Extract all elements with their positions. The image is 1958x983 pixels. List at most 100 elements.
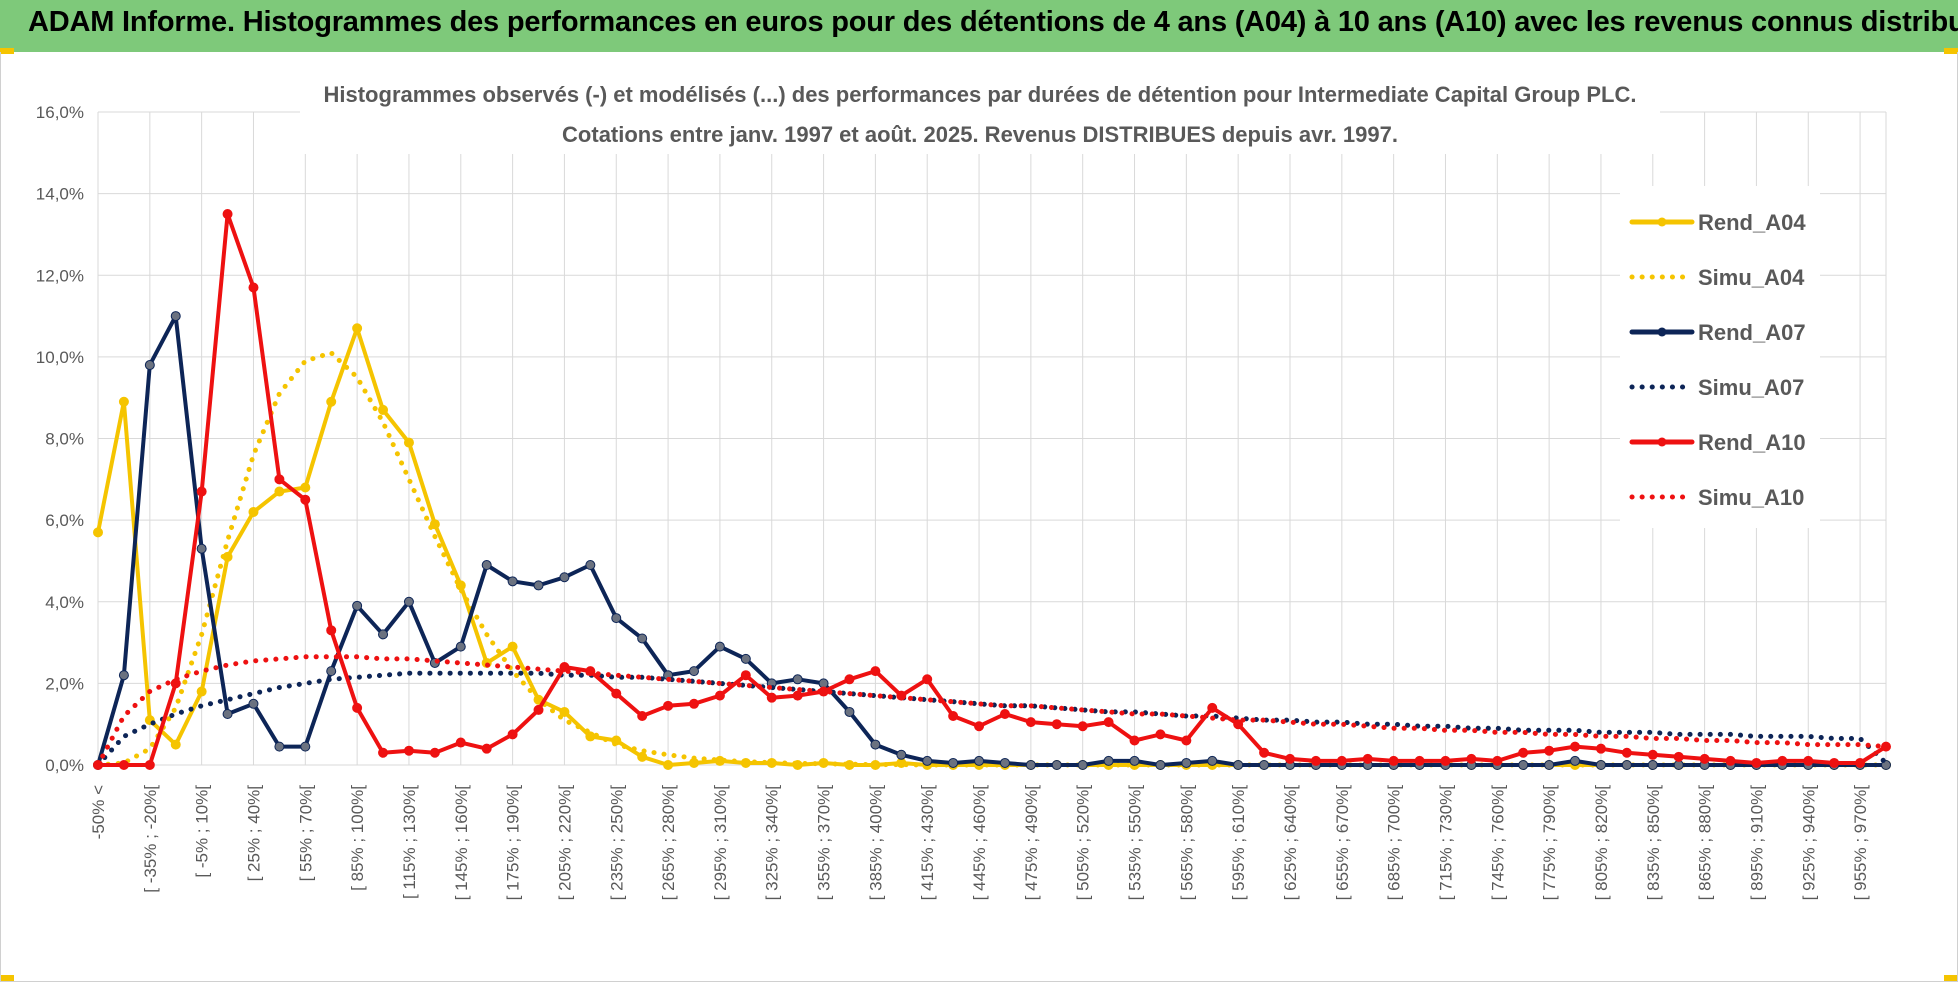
data-point-rend-a07 [274, 741, 285, 752]
data-point-rend-a07 [792, 674, 803, 685]
x-tick-label: [ 895% ; 910%[ [1747, 785, 1766, 901]
data-point-rend-a07 [481, 560, 492, 571]
data-point-rend-a10 [1207, 702, 1218, 713]
data-point-rend-a07 [844, 706, 855, 717]
x-tick-label: [ 775% ; 790%[ [1540, 785, 1559, 901]
data-point-rend-a07 [1233, 760, 1244, 770]
report-banner: ADAM Informe. Histogrammes des performan… [0, 0, 1958, 52]
data-point-rend-a10 [196, 486, 207, 497]
data-point-rend-a07 [1155, 760, 1166, 770]
legend-marker [1657, 437, 1667, 447]
data-point-rend-a07 [896, 749, 907, 760]
data-point-rend-a10 [714, 690, 725, 701]
data-point-rend-a10 [481, 743, 492, 754]
x-tick-label: [ 565% ; 580%[ [1177, 785, 1196, 901]
x-tick-label: [ 355% ; 370%[ [815, 785, 834, 901]
data-point-rend-a10 [1621, 747, 1632, 758]
data-point-rend-a07 [1544, 760, 1555, 770]
legend-label: Rend_A04 [1698, 210, 1806, 235]
data-point-rend-a10 [792, 690, 803, 701]
data-point-rend-a10 [326, 625, 337, 636]
data-point-rend-a10 [1440, 755, 1451, 766]
grid-layer [97, 111, 1887, 766]
data-point-rend-a10 [533, 704, 544, 715]
data-point-rend-a07 [1570, 755, 1581, 766]
data-point-rend-a10 [611, 688, 622, 699]
data-point-rend-a04 [663, 760, 674, 770]
data-point-rend-a10 [870, 666, 881, 677]
data-point-rend-a07 [585, 560, 596, 571]
x-tick-label: -50% < [89, 785, 108, 839]
legend-label: Simu_A10 [1698, 485, 1804, 510]
x-tick-label: [ -5% ; 10%[ [193, 785, 212, 878]
y-tick-label: 16,0% [36, 103, 84, 122]
x-tick-label: [ 715% ; 730%[ [1436, 785, 1455, 901]
data-point-rend-a07 [611, 613, 622, 624]
x-tick-label: [ 295% ; 310%[ [711, 785, 730, 901]
data-point-rend-a10 [1129, 735, 1140, 746]
data-point-rend-a10 [1855, 757, 1866, 768]
series-layer [93, 209, 1891, 770]
x-tick-label: [ 25% ; 40%[ [244, 785, 263, 882]
report-title: ADAM Informe. Histogrammes des performan… [28, 6, 1958, 38]
data-point-rend-a10 [974, 721, 985, 732]
data-point-rend-a07 [1181, 757, 1192, 768]
data-point-rend-a10 [637, 711, 648, 722]
data-point-rend-a10 [378, 747, 389, 758]
data-point-rend-a10 [1362, 753, 1373, 764]
data-point-rend-a07 [689, 666, 699, 677]
data-point-rend-a10 [766, 692, 777, 703]
data-point-rend-a07 [948, 757, 959, 768]
y-tick-label: 8,0% [45, 430, 84, 449]
data-point-rend-a07 [403, 596, 414, 607]
data-point-rend-a10 [689, 698, 699, 709]
legend-marker [1657, 217, 1667, 227]
data-point-rend-a07 [818, 678, 829, 689]
data-point-rend-a07 [740, 653, 751, 664]
data-point-rend-a10 [1051, 719, 1062, 730]
x-tick-label: [ 235% ; 250%[ [607, 785, 626, 901]
data-point-rend-a07 [1077, 760, 1088, 770]
legend: Rend_A04 Simu_A04 Rend_A07 Simu_A07 Rend_A10… [1620, 186, 1820, 528]
data-point-rend-a10 [118, 760, 129, 770]
data-point-rend-a10 [1077, 721, 1088, 732]
data-point-rend-a04 [637, 751, 648, 762]
data-point-rend-a10 [1647, 749, 1658, 760]
data-point-rend-a04 [170, 739, 181, 750]
data-point-rend-a10 [1414, 755, 1425, 766]
data-point-rend-a10 [429, 747, 440, 758]
data-point-rend-a04 [507, 641, 518, 652]
data-point-rend-a10 [1699, 753, 1710, 764]
data-point-rend-a10 [403, 745, 414, 756]
legend-label: Simu_A04 [1698, 265, 1805, 290]
data-point-rend-a07 [1647, 760, 1658, 770]
data-point-rend-a07 [1673, 760, 1684, 770]
data-point-rend-a10 [1336, 755, 1347, 766]
series-line-simu-a10 [95, 654, 1889, 768]
data-point-rend-a07 [870, 739, 881, 750]
data-point-rend-a10 [222, 209, 233, 220]
legend-background [1620, 186, 1820, 528]
data-point-rend-a10 [248, 282, 259, 293]
data-point-rend-a10 [1025, 717, 1036, 728]
data-point-rend-a07 [196, 543, 207, 554]
x-tick-label: [ 595% ; 610%[ [1229, 785, 1248, 901]
data-point-rend-a07 [1259, 760, 1270, 770]
data-point-rend-a07 [300, 741, 311, 752]
data-point-rend-a10 [352, 702, 363, 713]
y-tick-label: 10,0% [36, 348, 84, 367]
data-point-rend-a10 [507, 729, 518, 740]
x-tick-label: [ 475% ; 490%[ [1022, 785, 1041, 901]
x-tick-label: [ 685% ; 700%[ [1385, 785, 1404, 901]
data-point-rend-a04 [93, 527, 103, 538]
data-point-rend-a04 [248, 506, 259, 517]
x-tick-label: [ 415% ; 430%[ [918, 785, 937, 901]
data-point-rend-a10 [559, 662, 570, 673]
x-tick-label: [ 445% ; 460%[ [970, 785, 989, 901]
y-tick-label: 4,0% [45, 593, 84, 612]
data-point-rend-a10 [455, 737, 466, 748]
corner-accent-left [0, 48, 14, 54]
y-tick-label: 14,0% [36, 185, 84, 204]
data-point-rend-a07 [1103, 755, 1114, 766]
